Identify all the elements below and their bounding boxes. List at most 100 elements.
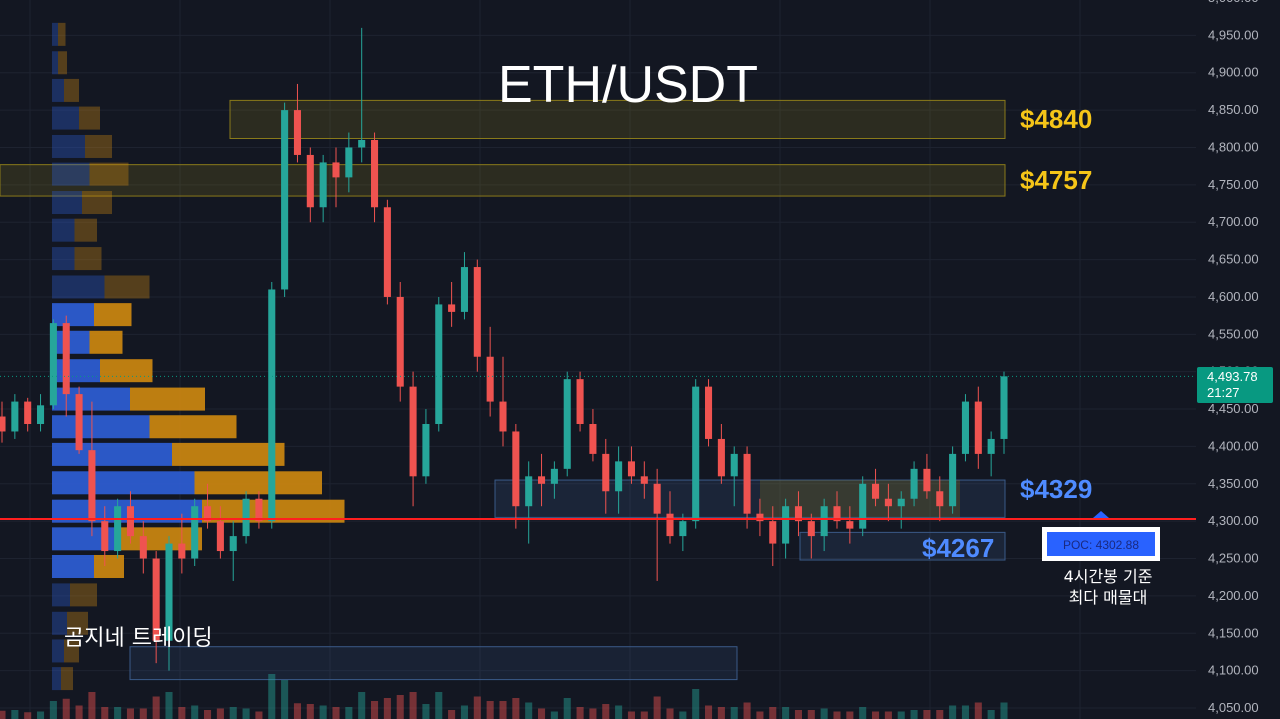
- volume-bar: [139, 708, 147, 719]
- price-tick-label: 4,300.00: [1208, 513, 1259, 528]
- candle-body: [139, 536, 147, 559]
- candle-body: [473, 267, 481, 357]
- candle-body: [268, 289, 276, 522]
- candle-body: [460, 267, 468, 312]
- candle-body: [332, 162, 340, 178]
- level-label-4757: $4757: [1020, 165, 1092, 195]
- candle-body: [884, 498, 892, 507]
- candle-body: [191, 506, 199, 559]
- volume-bar: [640, 711, 648, 719]
- profile-sell-bar: [74, 218, 97, 242]
- profile-sell-bar: [61, 667, 73, 691]
- price-axis[interactable]: 4,050.00 4,100.00 4,150.00 4,200.00 4,250.00…: [1208, 0, 1259, 715]
- profile-buy-bar: [52, 527, 120, 551]
- current-price-countdown: 21:27: [1207, 385, 1240, 400]
- candle-body: [229, 536, 237, 552]
- volume-bar: [306, 704, 314, 719]
- candle-body: [782, 506, 790, 544]
- profile-sell-bar: [70, 583, 97, 607]
- price-tick-label: 4,350.00: [1208, 476, 1259, 491]
- profile-buy-bar: [52, 78, 64, 102]
- volume-bar: [974, 702, 982, 719]
- candle-body: [807, 521, 815, 537]
- volume-bar: [705, 705, 713, 719]
- volume-bar: [961, 705, 969, 719]
- price-tick-label: 4,900.00: [1208, 65, 1259, 80]
- candle-body: [936, 491, 944, 507]
- price-tick-label: 4,600.00: [1208, 289, 1259, 304]
- candle-body: [114, 506, 122, 552]
- volume-bar: [730, 707, 738, 719]
- price-tick-label: 4,700.00: [1208, 214, 1259, 229]
- volume-bar: [126, 708, 134, 719]
- price-tick-label: 4,550.00: [1208, 326, 1259, 341]
- candle-body: [24, 401, 32, 424]
- candle-body: [679, 521, 687, 537]
- volume-bar: [897, 711, 905, 719]
- candle-body: [923, 468, 931, 492]
- price-tick-label: 4,800.00: [1208, 139, 1259, 154]
- candle-body: [49, 323, 57, 406]
- candle-body: [0, 416, 6, 432]
- volume-bar: [872, 711, 880, 719]
- volume-bar: [448, 710, 456, 719]
- candle-body: [371, 140, 379, 208]
- candle-body: [11, 401, 19, 432]
- volume-bar: [178, 707, 186, 719]
- candle-body: [383, 207, 391, 297]
- volume-bar: [615, 705, 623, 719]
- candle-body: [589, 424, 597, 454]
- profile-buy-bar: [52, 303, 94, 327]
- price-tick-label: 4,650.00: [1208, 252, 1259, 267]
- volume-bar: [602, 704, 610, 719]
- chart-title: ETH/USDT: [498, 56, 758, 114]
- candle-body: [319, 162, 327, 208]
- candle-body: [345, 147, 353, 178]
- profile-sell-bar: [58, 22, 66, 46]
- volume-bar: [627, 711, 635, 719]
- profile-sell-bar: [82, 191, 112, 215]
- candle-body: [1000, 376, 1008, 439]
- candle-body: [666, 513, 674, 537]
- candle-body: [358, 140, 366, 148]
- volume-bar: [525, 702, 533, 719]
- candle-body: [75, 394, 83, 451]
- poc-label: POC: 4302.88: [1063, 538, 1139, 552]
- poc-line: [0, 511, 1196, 521]
- price-tick-label: 5,000.00: [1208, 0, 1259, 5]
- profile-buy-bar: [52, 442, 172, 466]
- candle-body: [152, 558, 160, 641]
- volume-bar: [987, 710, 995, 719]
- volume-bar: [499, 701, 507, 719]
- candle-body: [627, 461, 635, 477]
- volume-bar: [910, 710, 918, 719]
- price-tick-label: 4,400.00: [1208, 438, 1259, 453]
- profile-sell-bar: [89, 330, 123, 354]
- profile-buy-bar: [52, 471, 195, 495]
- price-tick-label: 4,150.00: [1208, 625, 1259, 640]
- candle-body: [961, 401, 969, 454]
- poc-note-line2: 최다 매물대: [1069, 588, 1148, 607]
- poc-note-line1: 4시간봉 기준: [1064, 567, 1153, 586]
- candle-body: [846, 521, 854, 529]
- candle-body: [653, 483, 661, 514]
- candle-body: [602, 453, 610, 492]
- volume-bar: [807, 710, 815, 719]
- volume-bar: [794, 710, 802, 719]
- volume-bar: [666, 708, 674, 719]
- volume-bar: [216, 708, 224, 719]
- profile-buy-bar: [52, 330, 90, 354]
- candle-body: [820, 506, 828, 537]
- profile-sell-bar: [104, 275, 150, 299]
- candle-body: [37, 405, 45, 424]
- profile-sell-bar: [94, 303, 132, 327]
- volume-bar: [846, 711, 854, 719]
- volume-bar: [101, 707, 109, 719]
- candle-body: [717, 438, 725, 477]
- profile-buy-bar: [52, 387, 130, 411]
- profile-buy-bar: [52, 554, 94, 578]
- volume-bar: [473, 696, 481, 719]
- profile-sell-bar: [79, 106, 100, 130]
